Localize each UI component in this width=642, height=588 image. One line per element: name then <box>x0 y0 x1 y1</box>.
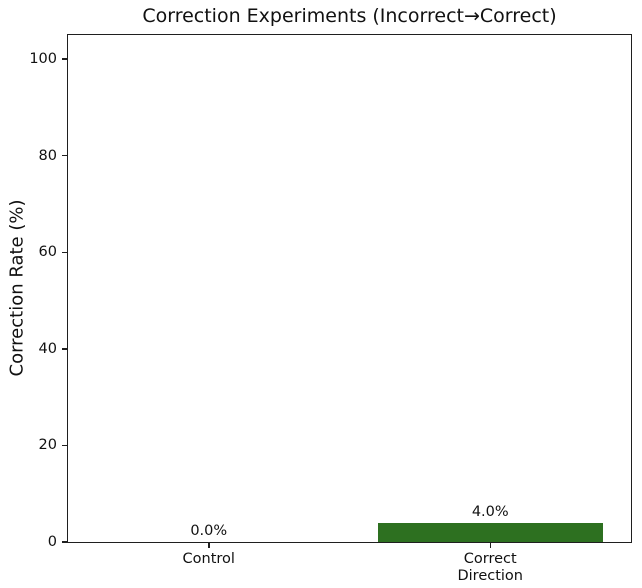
y-tick-mark <box>62 251 68 254</box>
y-tick-label: 80 <box>38 147 57 164</box>
y-tick-mark <box>62 444 68 447</box>
y-tick-mark <box>62 541 68 543</box>
x-tick-mark <box>489 542 491 548</box>
x-tick-label: Control <box>182 551 235 567</box>
plot-area <box>67 34 632 543</box>
bar <box>377 522 603 542</box>
y-tick-mark <box>62 154 68 157</box>
y-tick-mark <box>62 348 68 350</box>
x-tick-label: Correct Direction <box>457 551 523 584</box>
y-tick-label: 0 <box>47 534 57 550</box>
y-tick-label: 20 <box>38 437 57 454</box>
chart-title: Correction Experiments (Incorrect→Correc… <box>142 5 557 27</box>
y-tick-label: 40 <box>38 340 57 357</box>
x-tick-mark <box>208 542 210 548</box>
bar-value-label: 4.0% <box>471 503 509 520</box>
y-tick-mark <box>62 58 68 60</box>
y-tick-label: 100 <box>29 51 57 68</box>
bar-value-label: 0.0% <box>190 523 228 539</box>
y-tick-label: 60 <box>38 244 57 261</box>
